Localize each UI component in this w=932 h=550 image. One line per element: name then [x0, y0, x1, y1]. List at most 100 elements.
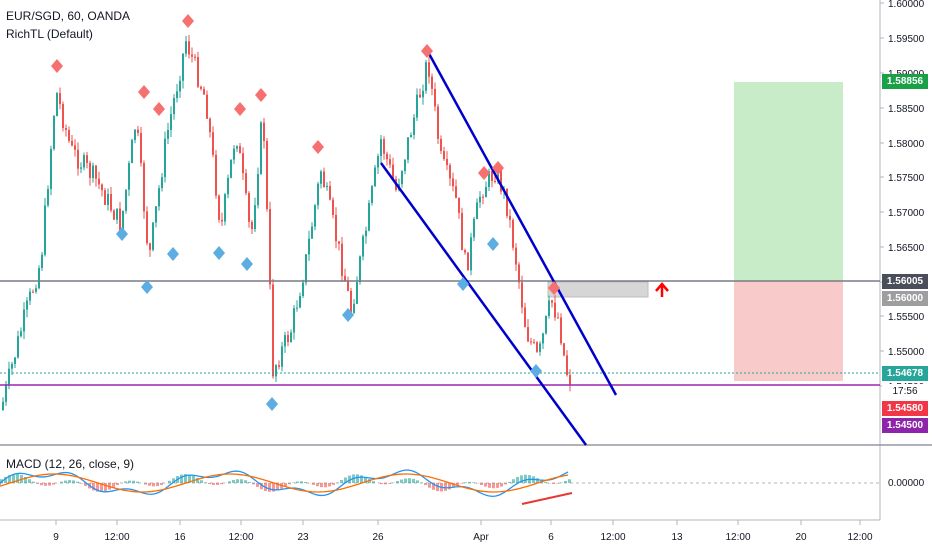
candle-body — [32, 291, 34, 293]
macd-histogram-bar — [444, 483, 447, 491]
macd-label[interactable]: MACD (12, 26, close, 9) — [6, 457, 135, 471]
time-tick-label: 13 — [671, 532, 683, 543]
candle-body — [548, 300, 550, 316]
macd-histogram-bar — [40, 483, 43, 486]
candle-body — [218, 195, 220, 220]
macd-histogram-bar — [272, 483, 275, 492]
candle-body — [341, 243, 343, 276]
candle-body — [221, 219, 223, 222]
arrow-up-icon — [655, 282, 669, 297]
candle-body — [92, 165, 94, 179]
candle-body — [533, 341, 535, 343]
candle-body — [245, 173, 247, 193]
macd-histogram-bar — [364, 476, 367, 483]
time-tick-label: 9 — [53, 532, 59, 543]
swing-high-marker — [51, 59, 63, 73]
macd-histogram-bar — [564, 480, 567, 483]
candle-body — [104, 190, 106, 205]
candle-body — [248, 192, 250, 222]
candle-body — [74, 145, 76, 150]
indicator-label[interactable]: RichTL (Default) — [6, 27, 93, 41]
candle-body — [266, 140, 268, 210]
candle-body — [182, 53, 184, 81]
candle-body — [194, 56, 196, 58]
macd-histogram-bar — [472, 482, 475, 483]
candle-body — [26, 300, 28, 310]
macd-histogram-bar — [344, 477, 347, 483]
macd-histogram-bar — [4, 476, 7, 483]
candle-body — [113, 210, 115, 220]
candle-body — [353, 303, 355, 313]
candle-body — [407, 137, 409, 160]
candle-body — [152, 222, 154, 250]
candle-body — [425, 62, 427, 91]
macd-histogram-bar — [232, 479, 235, 483]
candle-body — [179, 80, 181, 92]
candle-body — [53, 116, 55, 149]
macd-histogram-bar — [276, 483, 279, 491]
candle-body — [77, 149, 79, 169]
macd-histogram-bar — [128, 480, 131, 483]
target-zone[interactable] — [734, 82, 843, 281]
candle-body — [272, 284, 274, 377]
candle-body — [479, 196, 481, 203]
macd-histogram-bar — [316, 483, 319, 487]
macd-histogram-bar — [188, 474, 191, 483]
macd-histogram-bar — [492, 483, 495, 489]
candle-body — [212, 132, 214, 155]
candle-body — [41, 254, 43, 269]
macd-histogram-bar — [360, 475, 363, 483]
channel-lower-line[interactable] — [379, 162, 588, 446]
macd-histogram-bar — [204, 482, 207, 483]
candle-body — [191, 54, 193, 57]
swing-high-marker — [153, 102, 165, 116]
candle-body — [224, 194, 226, 222]
macd-divergence-line[interactable] — [521, 492, 573, 505]
candle-body — [56, 92, 58, 117]
candle-body — [236, 146, 238, 149]
macd-histogram-bar — [44, 483, 47, 486]
candle-body — [368, 202, 370, 231]
candle-body — [452, 178, 454, 187]
candle-body — [302, 282, 304, 297]
candle-body — [86, 155, 88, 163]
candle-body — [440, 138, 442, 152]
candle-body — [308, 238, 310, 255]
price-tick-label: 1.57000 — [888, 208, 925, 219]
macd-histogram-bar — [516, 476, 519, 483]
swing-high-marker — [234, 102, 246, 116]
macd-histogram-bar — [212, 483, 215, 485]
candle-body — [167, 129, 169, 139]
macd-histogram-bar — [28, 479, 31, 483]
candle-body — [416, 94, 418, 118]
macd-histogram-bar — [268, 483, 271, 492]
channel-upper-line[interactable] — [425, 49, 618, 396]
macd-histogram-bar — [64, 480, 67, 483]
swing-low-marker — [167, 247, 179, 261]
candle-body — [83, 155, 85, 168]
symbol-title: EUR/SGD, 60, OANDA — [6, 9, 131, 23]
candle-body — [419, 94, 421, 98]
price-tick-label: 1.55500 — [888, 312, 925, 323]
candle-body — [290, 332, 292, 343]
current-price-badge: 1.54678 — [882, 366, 928, 381]
candle-body — [464, 250, 466, 253]
candle-body — [143, 163, 145, 212]
candle-body — [335, 214, 337, 242]
candle-body — [89, 162, 91, 179]
stop-zone[interactable] — [734, 281, 843, 381]
candle-body — [344, 275, 346, 282]
macd-histogram-bar — [248, 482, 251, 483]
candle-body — [227, 177, 229, 195]
candle-body — [164, 138, 166, 178]
candle-body — [413, 117, 415, 135]
swing-high-marker — [255, 88, 267, 102]
macd-histogram-bar — [60, 481, 63, 483]
resistance-box[interactable] — [547, 281, 649, 298]
swing-high-marker — [548, 281, 560, 295]
time-tick-label: Apr — [473, 532, 489, 543]
support-price-badge: 1.54500 — [882, 418, 928, 433]
candle-body — [305, 254, 307, 283]
